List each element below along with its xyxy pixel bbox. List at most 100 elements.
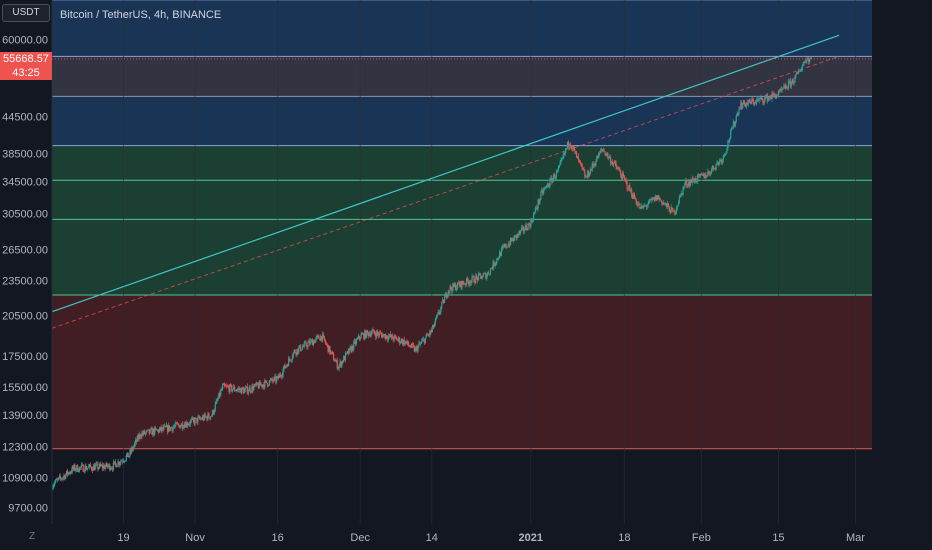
candle bbox=[684, 181, 686, 189]
candle bbox=[177, 422, 180, 427]
candle bbox=[397, 338, 399, 342]
candle bbox=[144, 429, 146, 435]
candle bbox=[670, 204, 672, 214]
candle bbox=[482, 272, 484, 278]
candle-body bbox=[92, 465, 94, 471]
candle bbox=[739, 106, 741, 110]
candle-body bbox=[317, 335, 319, 337]
candle-body bbox=[795, 74, 797, 77]
candle-body bbox=[193, 419, 195, 424]
candle-body bbox=[264, 380, 266, 388]
candle bbox=[158, 426, 160, 434]
candle-body bbox=[789, 80, 791, 87]
candle bbox=[654, 196, 656, 203]
candle-body bbox=[594, 164, 596, 166]
candle bbox=[312, 339, 315, 347]
candle-body bbox=[352, 345, 354, 350]
candle-body bbox=[732, 121, 735, 128]
candle-body bbox=[705, 174, 707, 178]
candle bbox=[288, 356, 291, 362]
candle-body bbox=[266, 380, 268, 384]
zone-green bbox=[52, 145, 872, 181]
candle-body bbox=[484, 273, 486, 274]
candle-body bbox=[199, 416, 201, 419]
candle-body bbox=[253, 386, 255, 391]
candle-body bbox=[63, 475, 65, 478]
candle bbox=[602, 147, 604, 153]
candle bbox=[533, 211, 536, 216]
candle bbox=[543, 186, 546, 191]
candle bbox=[304, 340, 306, 344]
candle bbox=[494, 262, 496, 269]
candle-body bbox=[239, 388, 241, 391]
candle-body bbox=[507, 246, 509, 248]
candle bbox=[374, 330, 376, 336]
candle bbox=[271, 377, 273, 383]
candle bbox=[417, 345, 419, 353]
candle bbox=[210, 416, 212, 421]
candle-body bbox=[451, 288, 453, 292]
candle bbox=[655, 195, 658, 201]
candle-body bbox=[544, 186, 547, 189]
candle-body bbox=[576, 152, 578, 158]
candle bbox=[250, 390, 252, 393]
candle-body bbox=[145, 430, 148, 433]
candle-body bbox=[366, 330, 369, 333]
candle-body bbox=[499, 252, 502, 256]
candle bbox=[280, 374, 282, 380]
candle bbox=[390, 334, 392, 341]
candle-body bbox=[785, 85, 787, 89]
candle bbox=[235, 388, 237, 393]
candle-body bbox=[526, 229, 528, 231]
candle-body bbox=[77, 471, 80, 473]
candle bbox=[335, 359, 337, 363]
candle-body bbox=[77, 465, 79, 472]
candle-body bbox=[71, 466, 73, 473]
candle bbox=[556, 169, 558, 174]
candle-body bbox=[523, 230, 525, 232]
candle-body bbox=[510, 237, 513, 241]
candle bbox=[419, 341, 421, 345]
candle-body bbox=[790, 81, 792, 87]
candle bbox=[270, 377, 272, 381]
candle bbox=[144, 431, 147, 437]
candle-body bbox=[791, 79, 793, 82]
candle-body bbox=[387, 338, 389, 340]
candle-body bbox=[270, 378, 272, 380]
candle-body bbox=[477, 273, 480, 281]
candle bbox=[400, 337, 403, 344]
candle bbox=[456, 282, 459, 291]
candle-body bbox=[646, 205, 648, 207]
candle bbox=[754, 99, 757, 105]
currency-selector[interactable]: USDT bbox=[2, 4, 50, 22]
candle bbox=[318, 334, 320, 339]
candle bbox=[474, 279, 476, 286]
candle bbox=[236, 387, 238, 392]
candle-body bbox=[370, 333, 372, 337]
candle bbox=[809, 57, 811, 64]
candle-body bbox=[673, 210, 675, 212]
candle bbox=[161, 426, 163, 434]
candle-body bbox=[85, 465, 87, 470]
candle-body bbox=[323, 336, 326, 341]
candle-body bbox=[631, 189, 633, 196]
candle bbox=[137, 433, 139, 442]
candle bbox=[317, 334, 319, 339]
candle bbox=[200, 417, 203, 421]
candle bbox=[517, 233, 519, 239]
candle-body bbox=[205, 416, 207, 418]
candle-body bbox=[809, 58, 811, 62]
candle-body bbox=[493, 261, 495, 266]
candle-body bbox=[393, 335, 395, 341]
candle-body bbox=[588, 174, 591, 177]
candle bbox=[295, 351, 297, 357]
candle-body bbox=[801, 65, 803, 69]
candle-body bbox=[296, 348, 298, 355]
candle bbox=[751, 96, 753, 105]
zoom-button[interactable]: Z bbox=[29, 531, 36, 542]
candle bbox=[523, 228, 525, 235]
candle bbox=[421, 338, 423, 344]
candle bbox=[443, 299, 445, 305]
candle-body bbox=[520, 230, 522, 234]
